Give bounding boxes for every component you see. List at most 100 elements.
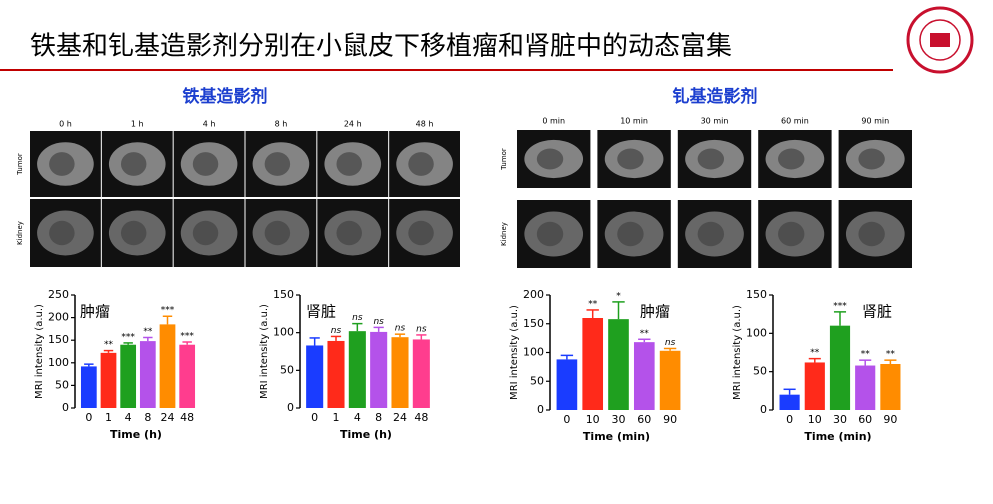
- mri-detail: [264, 152, 291, 176]
- x-tick-label: 48: [180, 411, 194, 424]
- x-tick-label: 4: [125, 411, 132, 424]
- bar: [306, 345, 324, 408]
- mri-detail: [192, 220, 219, 246]
- y-tick-label: 50: [280, 363, 294, 376]
- mri-detail: [192, 152, 219, 176]
- mri-detail: [778, 221, 805, 247]
- y-tick-label: 0: [537, 403, 544, 416]
- y-tick-label: 100: [273, 326, 294, 339]
- x-tick-label: 60: [637, 413, 651, 426]
- image-column-label: 90 min: [861, 117, 889, 126]
- bar: [139, 341, 156, 408]
- bar: [659, 350, 681, 410]
- x-axis-label: Time (h): [340, 428, 392, 441]
- y-axis-label: MRI intensity (a.u.): [732, 305, 743, 400]
- significance-label: ***: [833, 301, 847, 311]
- logo-ring: [906, 6, 974, 74]
- significance-label: ns: [331, 326, 342, 336]
- image-column-label: 10 min: [620, 117, 648, 126]
- y-tick-label: 100: [746, 326, 767, 339]
- significance-label: **: [640, 329, 650, 339]
- image-column-label: 0 min: [542, 117, 565, 126]
- image-column-label: 60 min: [781, 117, 809, 126]
- significance-label: ns: [416, 324, 427, 334]
- mri-detail: [408, 220, 434, 246]
- chart-label: 肾脏: [306, 303, 336, 321]
- y-tick-label: 50: [55, 378, 69, 391]
- x-tick-label: 60: [858, 413, 872, 426]
- image-row-label: Tumor: [500, 148, 508, 171]
- y-tick-label: 150: [273, 288, 294, 301]
- image-row-label: Tumor: [16, 153, 24, 176]
- mri-detail: [49, 220, 75, 246]
- bar: [804, 362, 825, 410]
- panel-heading: 铁基造影剂: [183, 86, 268, 107]
- x-tick-label: 10: [586, 413, 600, 426]
- y-axis-label: MRI intensity (a.u.): [259, 304, 270, 399]
- mri-detail: [858, 221, 885, 247]
- mri-detail: [536, 221, 564, 247]
- significance-label: **: [861, 350, 871, 360]
- image-column-label: 48 h: [416, 120, 434, 129]
- significance-label: ***: [161, 306, 175, 316]
- bar: [556, 359, 578, 410]
- x-tick-label: 8: [144, 411, 151, 424]
- bar: [880, 364, 901, 410]
- y-tick-label: 0: [760, 403, 767, 416]
- x-tick-label: 24: [161, 411, 175, 424]
- image-row-label: Kidney: [500, 222, 508, 246]
- bar: [608, 319, 629, 410]
- y-tick-label: 50: [530, 374, 544, 387]
- y-tick-label: 0: [62, 401, 69, 414]
- y-tick-label: 150: [523, 317, 544, 330]
- image-column-label: 1 h: [131, 120, 144, 129]
- mri-detail: [697, 221, 725, 247]
- significance-label: ***: [121, 332, 135, 342]
- x-tick-label: 30: [612, 413, 626, 426]
- significance-label: **: [104, 340, 114, 350]
- y-tick-label: 150: [746, 288, 767, 301]
- x-tick-label: 90: [883, 413, 897, 426]
- x-tick-label: 8: [375, 411, 382, 424]
- bar: [370, 331, 388, 408]
- bar: [120, 344, 137, 408]
- bar: [391, 337, 409, 408]
- bar: [829, 325, 851, 410]
- y-tick-label: 250: [48, 288, 69, 301]
- significance-label: ns: [352, 313, 363, 323]
- image-row-label: Kidney: [16, 221, 24, 245]
- bar: [412, 339, 430, 408]
- mri-detail: [617, 148, 644, 170]
- significance-label: **: [810, 348, 820, 358]
- x-tick-label: 0: [311, 411, 318, 424]
- x-axis-label: Time (min): [804, 430, 871, 443]
- x-tick-label: 10: [808, 413, 822, 426]
- bar: [633, 342, 655, 410]
- logo: [906, 6, 974, 74]
- bar: [179, 344, 196, 408]
- y-axis-label: MRI intensity (a.u.): [509, 305, 520, 400]
- significance-label: **: [886, 350, 896, 360]
- image-column-label: 4 h: [203, 120, 216, 129]
- mri-detail: [264, 220, 291, 246]
- mri-detail: [120, 220, 147, 246]
- x-tick-label: 0: [563, 413, 570, 426]
- panel-heading: 钆基造影剂: [673, 86, 758, 107]
- logo-inner: [919, 19, 961, 61]
- x-tick-label: 1: [105, 411, 112, 424]
- chart-label: 肿瘤: [640, 303, 670, 321]
- mri-detail: [336, 152, 362, 176]
- y-tick-label: 0: [287, 401, 294, 414]
- chart-label: 肿瘤: [80, 303, 110, 321]
- x-axis-label: Time (h): [110, 428, 162, 441]
- bar: [779, 394, 800, 410]
- x-tick-label: 30: [833, 413, 847, 426]
- mri-detail: [617, 221, 644, 247]
- x-tick-label: 24: [393, 411, 407, 424]
- slide-title: 铁基和钆基造影剂分别在小鼠皮下移植瘤和肾脏中的动态富集: [30, 32, 732, 62]
- mri-detail: [408, 152, 434, 176]
